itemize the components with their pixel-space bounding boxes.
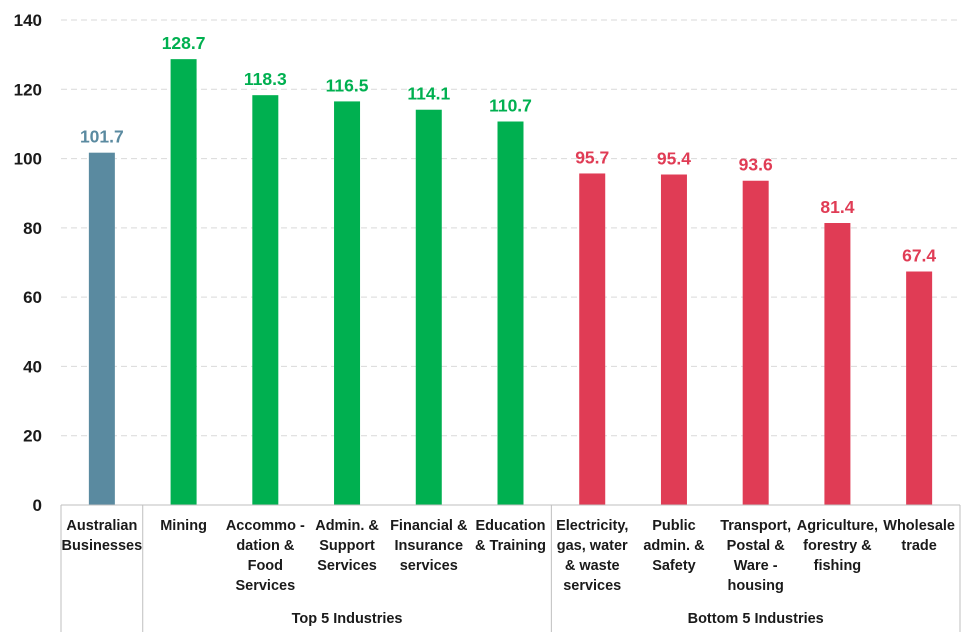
category-label-line: Public xyxy=(652,518,696,534)
category-label: Mining xyxy=(160,518,207,534)
y-tick-label: 100 xyxy=(14,150,42,169)
bar xyxy=(334,101,361,506)
category-label-line: forestry & xyxy=(803,538,872,554)
bar xyxy=(497,121,524,505)
category-label-line: housing xyxy=(727,578,783,594)
data-label: 101.7 xyxy=(80,127,124,147)
bar xyxy=(742,180,769,505)
category-label-line: Services xyxy=(235,578,295,594)
category-label-line: Financial & xyxy=(390,518,468,534)
group-label: Top 5 Industries xyxy=(292,611,403,627)
category-label-line: services xyxy=(400,558,458,574)
y-tick-label: 80 xyxy=(23,219,42,238)
category-label-line: Australian xyxy=(66,518,137,534)
category-label-line: Transport, xyxy=(720,518,791,534)
x-axis-categories: Australian Businesses Mining Accommo - datio… xyxy=(62,518,955,594)
data-label: 95.7 xyxy=(575,147,609,167)
y-tick-label: 40 xyxy=(23,357,42,376)
data-labels: 101.7 128.7 118.3 116.5 114.1 110.7 95.7 95.4 93… xyxy=(80,33,936,265)
category-label-line: trade xyxy=(901,538,936,554)
category-label-line: Businesses xyxy=(62,538,143,554)
category-label-line: Mining xyxy=(160,518,207,534)
category-label: Admin. & Support Services xyxy=(315,518,379,574)
data-label: 110.7 xyxy=(489,96,532,116)
bar xyxy=(252,95,279,506)
group-label: Bottom 5 Industries xyxy=(688,611,824,627)
data-label: 95.4 xyxy=(657,149,691,169)
category-label-line: fishing xyxy=(814,558,862,574)
data-label: 128.7 xyxy=(162,33,206,53)
category-label-line: Wholesale xyxy=(883,518,955,534)
bar xyxy=(88,152,115,506)
data-label: 81.4 xyxy=(820,197,854,217)
bars xyxy=(88,59,933,506)
category-label-line: Safety xyxy=(652,558,696,574)
category-label-line: Admin. & xyxy=(315,518,379,534)
category-label: Accommo - dation & Food Services xyxy=(226,518,305,594)
category-label-line: & waste xyxy=(565,558,620,574)
x-axis-groups: Top 5 Industries Bottom 5 Industries xyxy=(292,611,824,627)
category-label: Transport, Postal & Ware - housing xyxy=(720,518,791,594)
y-tick-label: 60 xyxy=(23,288,42,307)
category-label-line: & Training xyxy=(475,538,546,554)
data-label: 118.3 xyxy=(244,69,287,89)
data-label: 116.5 xyxy=(326,75,369,95)
category-label-line: Services xyxy=(317,558,377,574)
data-label: 114.1 xyxy=(407,84,450,104)
category-label-line: dation & xyxy=(236,538,295,554)
category-label: Financial & Insurance services xyxy=(390,518,468,574)
category-label-line: Electricity, xyxy=(556,518,628,534)
y-tick-label: 0 xyxy=(33,496,42,515)
y-tick-label: 140 xyxy=(14,11,42,30)
bar xyxy=(906,271,933,505)
category-label: Electricity, gas, water & waste services xyxy=(556,518,628,594)
category-label-line: Support xyxy=(319,538,375,554)
category-label-line: Food xyxy=(248,558,283,574)
category-label-line: Insurance xyxy=(395,538,464,554)
category-label: Education & Training xyxy=(475,518,546,554)
category-label-line: Postal & xyxy=(727,538,786,554)
bar xyxy=(660,174,687,505)
bar xyxy=(824,223,851,505)
category-label-line: Ware - xyxy=(734,558,778,574)
category-label: Agriculture, forestry & fishing xyxy=(797,518,878,574)
data-label: 93.6 xyxy=(739,155,773,175)
category-label: Australian Businesses xyxy=(62,518,143,554)
category-label: Wholesale trade xyxy=(883,518,955,554)
bar xyxy=(170,59,197,506)
bar xyxy=(579,173,606,506)
category-label-line: Agriculture, xyxy=(797,518,878,534)
y-axis-ticks: 0 20 40 60 80 100 120 140 xyxy=(14,11,42,515)
category-label-line: gas, water xyxy=(557,538,628,554)
data-label: 67.4 xyxy=(902,246,936,266)
category-label: Public admin. & Safety xyxy=(643,518,705,574)
bar xyxy=(415,109,442,505)
category-label-line: services xyxy=(563,578,621,594)
y-tick-label: 120 xyxy=(14,80,42,99)
y-tick-label: 20 xyxy=(23,427,42,446)
x-axis xyxy=(60,504,961,632)
category-label-line: Accommo - xyxy=(226,518,305,534)
category-label-line: Education xyxy=(475,518,545,534)
category-label-line: admin. & xyxy=(643,538,705,554)
